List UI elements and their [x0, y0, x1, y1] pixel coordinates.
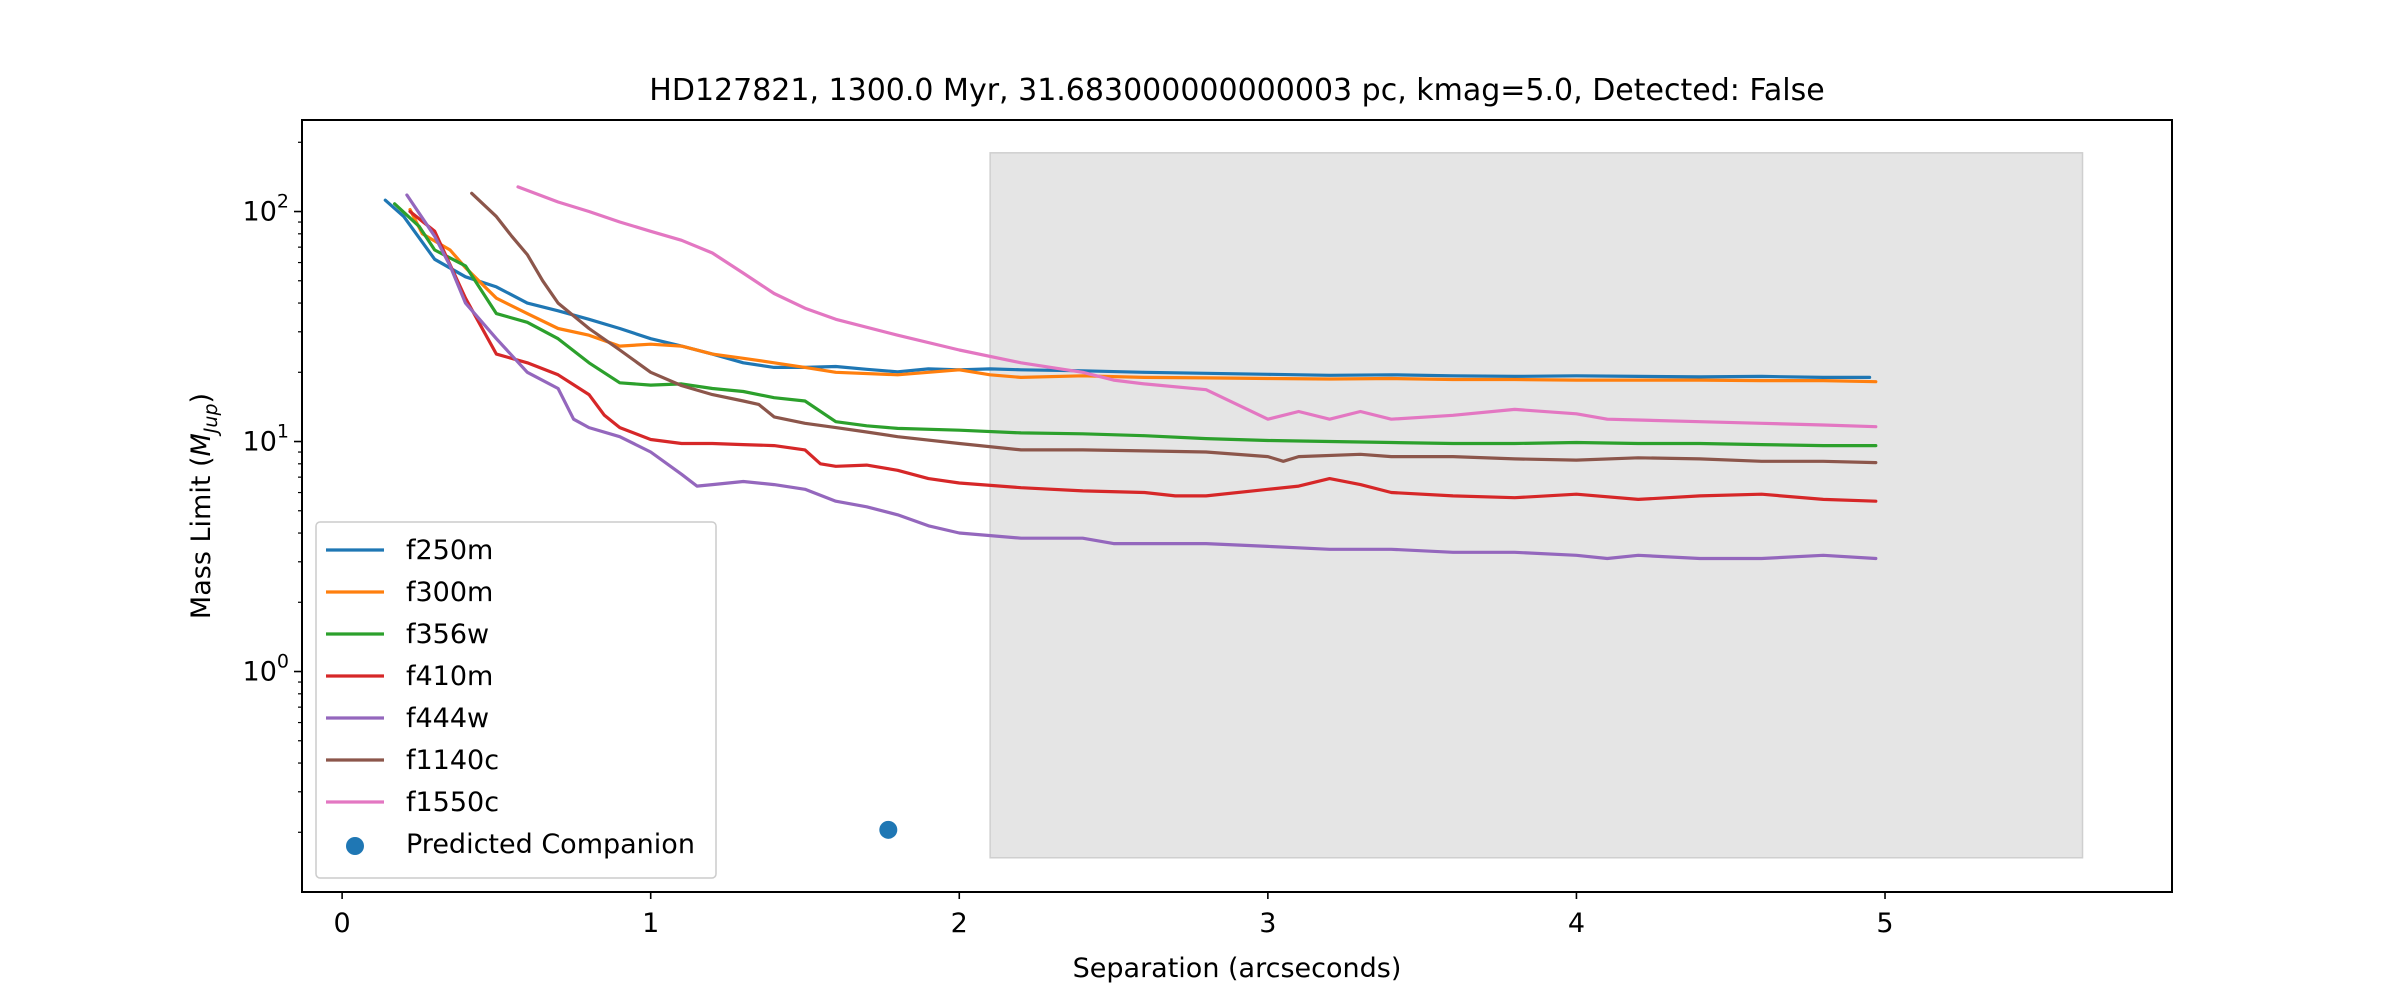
series-line-f250m — [383, 198, 1872, 379]
legend-label-f1140c: f1140c — [406, 745, 499, 776]
y-axis-ticks: 100 101 102 — [243, 141, 302, 833]
legend: f250m f300m f356w f410m f444w f1140c f1550c Pre… — [315, 521, 717, 879]
legend-label-f444w: f444w — [406, 703, 489, 734]
x-tick-label: 5 — [1876, 908, 1893, 939]
x-axis-label: Separation (arcseconds) — [1073, 953, 1402, 984]
series-line-f444w — [405, 193, 1878, 561]
chart-title: HD127821, 1300.0 Myr, 31.683000000000003… — [649, 73, 1824, 108]
y-axis-label: Mass Limit (MJup) — [186, 393, 222, 619]
legend-label-f410m: f410m — [406, 661, 493, 692]
x-tick-label: 4 — [1568, 908, 1585, 939]
x-axis-ticks: 0 1 2 3 4 5 — [334, 892, 1894, 939]
y-tick-label: 100 — [243, 651, 289, 688]
series-line-f1140c — [470, 191, 1878, 465]
x-tick-label: 3 — [1259, 908, 1276, 939]
y-tick-label: 102 — [243, 191, 289, 228]
legend-label-f250m: f250m — [406, 535, 493, 566]
plot-frame — [301, 119, 2173, 893]
x-tick-label: 1 — [642, 908, 659, 939]
series-layer — [383, 185, 1878, 561]
x-tick-label: 2 — [951, 908, 968, 939]
legend-label-predicted-companion: Predicted Companion — [406, 829, 695, 860]
x-tick-label: 0 — [334, 908, 351, 939]
companion-layer — [879, 820, 898, 839]
legend-box — [315, 521, 717, 879]
series-line-f356w — [393, 202, 1878, 448]
y-tick-label: 101 — [243, 421, 289, 458]
legend-label-f300m: f300m — [406, 577, 493, 608]
legend-label-f356w: f356w — [406, 619, 489, 650]
legend-label-f1550c: f1550c — [406, 787, 499, 818]
legend-swatch-predicted-companion — [346, 837, 364, 855]
shaded-region — [989, 152, 2084, 859]
series-line-f1550c — [516, 185, 1878, 429]
companion-point — [879, 820, 898, 839]
series-line-f410m — [408, 209, 1878, 503]
series-line-f300m — [408, 207, 1878, 384]
